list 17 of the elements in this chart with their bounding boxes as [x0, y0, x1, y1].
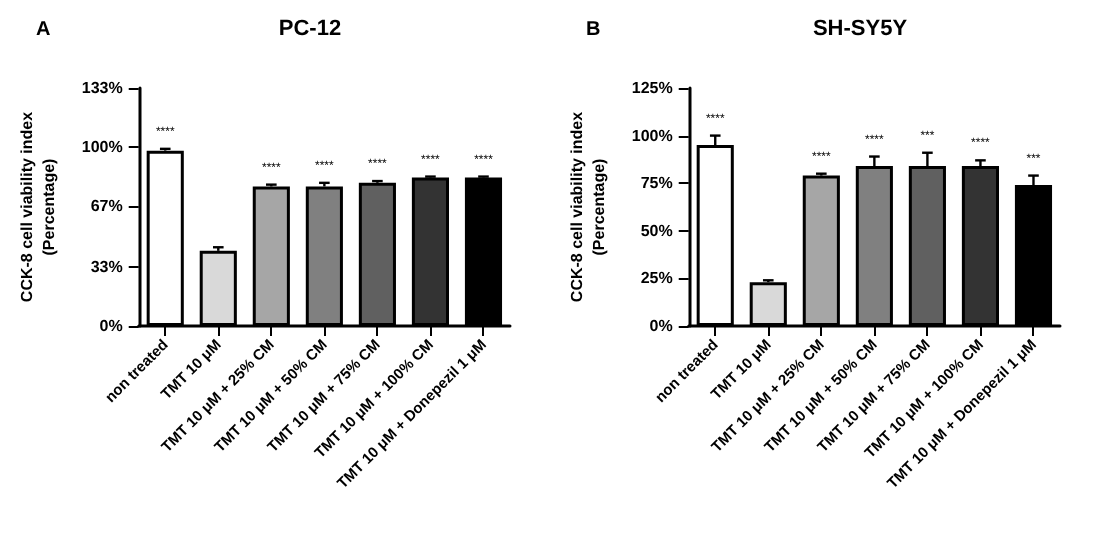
y-tick-label: 0%	[99, 317, 123, 335]
y-tick-label: 25%	[640, 269, 673, 288]
y-tick-label: 100%	[631, 126, 673, 145]
chart-title: PC-12	[278, 17, 342, 41]
y-tick-label: 100%	[81, 138, 123, 157]
y-tick-label: 33%	[90, 257, 123, 276]
y-tick-label: 133%	[81, 79, 123, 97]
y-tick-label: 67%	[90, 197, 123, 216]
chart-title: SH-SY5Y	[812, 17, 909, 41]
y-axis-title: CCK-8 cell viability index (Percentage)	[18, 110, 58, 303]
y-tick-label: 125%	[631, 79, 673, 97]
y-tick-label: 50%	[640, 221, 673, 240]
y-tick-label: 75%	[640, 174, 673, 193]
y-tick-label: 0%	[649, 317, 673, 335]
y-axis-title: CCK-8 cell viability index (Percentage)	[568, 110, 608, 303]
text: A	[36, 19, 51, 41]
text: B	[586, 19, 601, 41]
